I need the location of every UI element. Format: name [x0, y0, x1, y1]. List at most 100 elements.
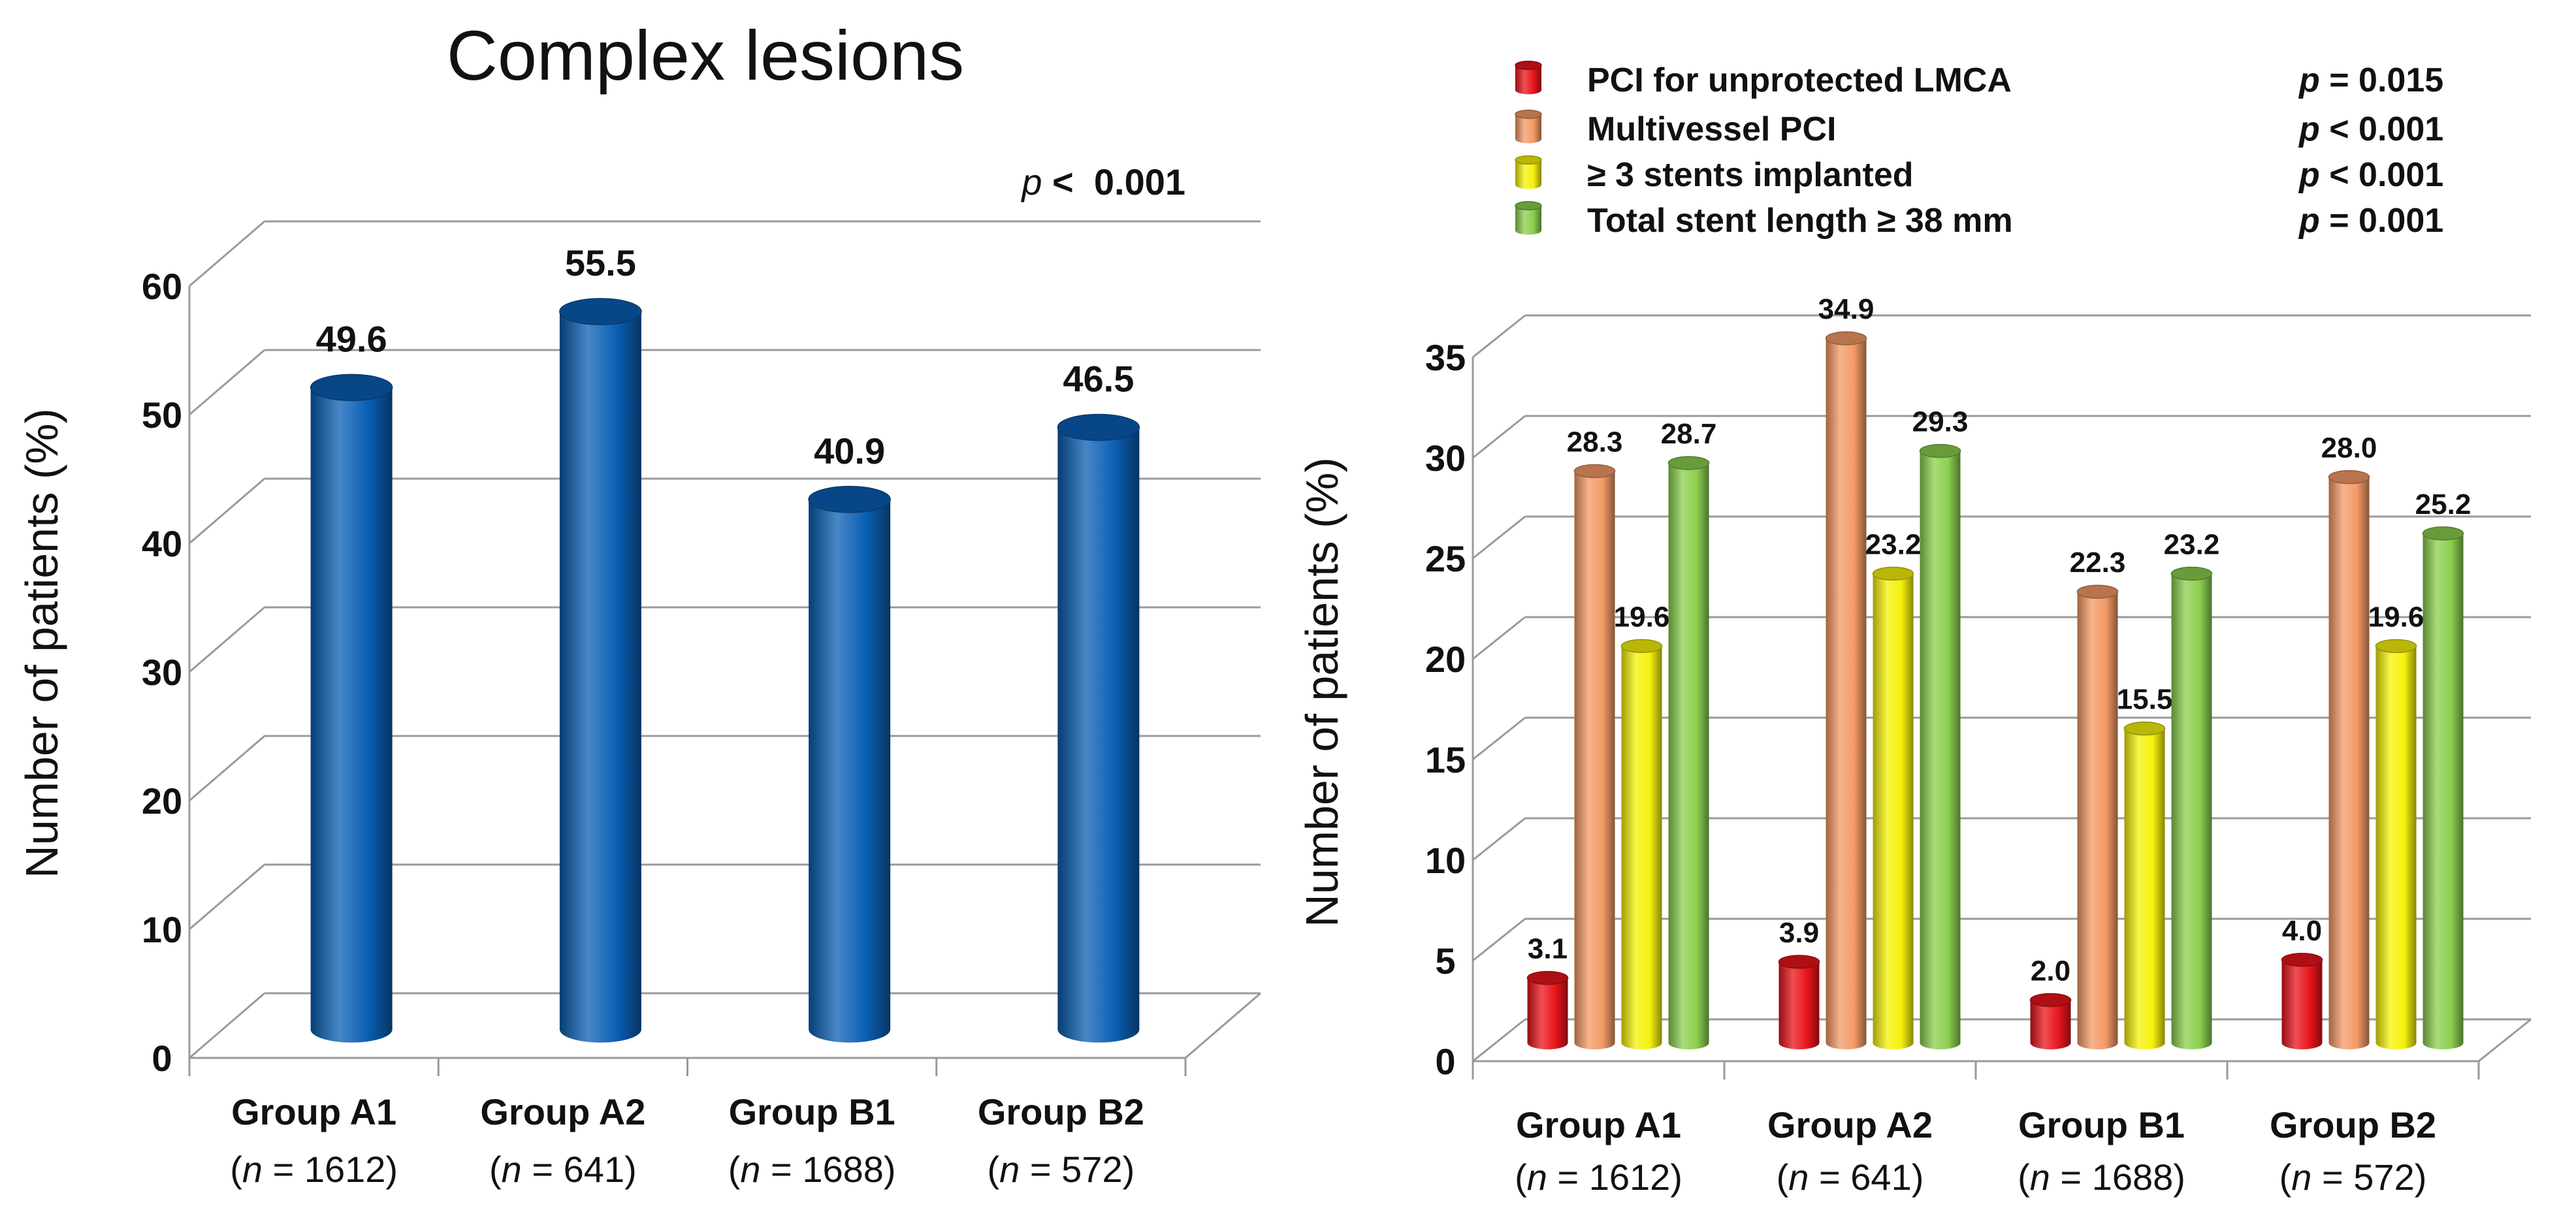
legend-swatch-1-body — [1515, 114, 1541, 144]
right-category-label-3: Group B2 — [2270, 1104, 2436, 1145]
left-side-gridline-4 — [189, 477, 265, 545]
legend-swatch-1-top — [1515, 109, 1542, 120]
right-y-axis-label: Number of patients (%) — [1296, 457, 1347, 927]
right-side-gridline-3 — [1472, 716, 1526, 761]
left-bar-0-body — [310, 387, 393, 1043]
left-bar-label-3: 46.5 — [1063, 358, 1134, 399]
left-bar-1-body — [559, 311, 641, 1043]
right-bar-s2-c0-top — [1620, 639, 1663, 653]
right-bar-s0-c2-top — [2029, 993, 2072, 1008]
left-y-axis-label: Number of patients (%) — [16, 408, 67, 878]
left-side-gridline-1 — [189, 863, 265, 931]
right-bar-label-s1-c2: 22.3 — [2070, 547, 2126, 579]
right-side-gridline-6 — [1472, 415, 1526, 459]
left-side-gridline-0 — [189, 992, 265, 1059]
right-bar-s0-c3-top — [2281, 953, 2323, 967]
left-bar-label-2: 40.9 — [814, 430, 885, 471]
right-bar-s0-c3-body — [2281, 959, 2323, 1049]
right-bar-s0-c0 — [1526, 970, 1569, 1049]
right-bar-s2-c3-top — [2375, 639, 2417, 653]
right-bar-s3-c2-body — [2171, 573, 2212, 1049]
legend-label-1: Multivessel PCI — [1587, 110, 1836, 148]
right-bar-s1-c0 — [1573, 464, 1616, 1049]
right-bar-label-s3-c1: 29.3 — [1912, 406, 1969, 438]
right-bar-s2-c3-body — [2375, 646, 2417, 1049]
right-bar-s1-c3-top — [2328, 470, 2370, 485]
left-category-label-1: Group A2 — [480, 1091, 645, 1132]
right-bar-s1-c1-body — [1826, 338, 1867, 1049]
right-y-tick-2: 10 — [1425, 840, 1466, 881]
left-bar-1-top — [559, 298, 642, 325]
left-side-gridline-3 — [189, 606, 265, 673]
right-y-tick-4: 20 — [1425, 639, 1466, 680]
right-bar-label-s3-c2: 23.2 — [2164, 528, 2220, 560]
right-bar-label-s0-c0: 3.1 — [1528, 933, 1568, 965]
legend-swatch-0 — [1515, 60, 1542, 95]
right-bar-s0-c2-body — [2030, 1000, 2071, 1049]
legend-swatch-1 — [1515, 109, 1542, 144]
legend-swatch-3 — [1515, 200, 1542, 235]
right-bar-label-s1-c1: 34.9 — [1818, 293, 1875, 325]
right-bar-s2-c3 — [2375, 639, 2417, 1049]
right-bar-s2-c1-top — [1872, 566, 1914, 581]
right-category-n-0: (n = 1612) — [1515, 1157, 1682, 1198]
legend-swatch-0-body — [1515, 65, 1541, 95]
left-category-label-0: Group A1 — [231, 1091, 396, 1132]
right-floor-edge — [2478, 1018, 2532, 1062]
right-bar-s3-c3-body — [2423, 533, 2464, 1049]
right-y-tick-5: 25 — [1425, 538, 1466, 579]
left-y-tick-4: 40 — [142, 523, 182, 564]
right-bar-s1-c3-body — [2328, 477, 2370, 1049]
left-category-n-0: (n = 1612) — [230, 1149, 398, 1190]
right-category-n-1: (n = 641) — [1777, 1157, 1924, 1198]
right-y-tick-6: 30 — [1425, 438, 1466, 479]
right-bar-label-s3-c0: 28.7 — [1661, 418, 1717, 450]
left-p-value: p < 0.001 — [1020, 161, 1185, 202]
right-bar-s2-c2-top — [2123, 721, 2166, 736]
right-bar-s1-c2-top — [2076, 584, 2119, 599]
right-bar-s0-c1-top — [1778, 955, 1820, 969]
left-bar-3 — [1057, 413, 1140, 1043]
legend-label-3: Total stent length ≥ 38 mm — [1587, 202, 2013, 240]
right-bar-label-s0-c2: 2.0 — [2031, 955, 2070, 987]
right-bar-label-s0-c1: 3.9 — [1779, 917, 1819, 949]
left-side-gridline-2 — [189, 735, 265, 802]
legend-swatch-2-top — [1515, 155, 1542, 165]
right-bar-s3-c3 — [2422, 526, 2464, 1049]
right-bar-s3-c2-top — [2170, 566, 2213, 581]
legend-swatch-3-top — [1515, 200, 1542, 211]
left-bar-3-body — [1057, 427, 1140, 1043]
right-bar-label-s2-c1: 23.2 — [1865, 528, 1922, 560]
right-bar-label-s2-c3: 19.6 — [2368, 601, 2424, 633]
legend-label-0: PCI for unprotected LMCA — [1587, 61, 2012, 99]
right-bar-label-s0-c3: 4.0 — [2282, 915, 2322, 947]
right-bar-s2-c0 — [1620, 639, 1663, 1049]
left-p-value-letter: p — [1020, 161, 1042, 202]
right-chart: 0 5 10 15 20 25 30 35 3.1 28.3 19.6 28.7 Group A1 (n … — [1425, 293, 2532, 1198]
legend-p-value-1: p < 0.001 — [2298, 110, 2443, 148]
left-chart-title: Complex lesions — [447, 16, 964, 95]
legend-swatch-0-top — [1515, 60, 1542, 71]
left-category-n-2: (n = 1688) — [728, 1149, 896, 1190]
left-y-tick-5: 50 — [142, 394, 182, 436]
left-bar-label-1: 55.5 — [565, 242, 636, 283]
right-bar-s3-c0-body — [1668, 463, 1709, 1049]
right-bar-label-s2-c0: 19.6 — [1614, 601, 1670, 633]
left-y-tick-0: 0 — [152, 1038, 172, 1079]
right-bar-s3-c3-top — [2422, 526, 2464, 541]
left-bar-3-top — [1057, 413, 1140, 441]
right-side-gridline-7 — [1472, 314, 1526, 359]
right-bar-s3-c2 — [2170, 566, 2213, 1049]
right-side-gridline-1 — [1472, 918, 1526, 962]
left-bar-2-body — [809, 499, 891, 1043]
right-bar-s2-c1 — [1872, 566, 1914, 1049]
right-bar-s3-c1-body — [1920, 451, 1961, 1049]
left-bar-0-top — [310, 374, 393, 402]
right-side-gridline-0 — [1472, 1018, 1526, 1062]
right-side-gridline-4 — [1472, 616, 1526, 660]
left-floor-edge — [1185, 992, 1261, 1059]
left-bar-0 — [310, 374, 393, 1043]
legend-p-value-3: p = 0.001 — [2298, 202, 2443, 240]
left-bar-2 — [808, 486, 891, 1043]
left-bar-label-0: 49.6 — [316, 318, 387, 359]
